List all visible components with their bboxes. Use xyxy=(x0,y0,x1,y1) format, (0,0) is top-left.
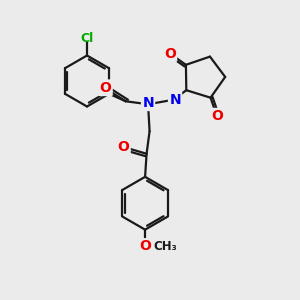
Text: O: O xyxy=(139,239,151,254)
Text: O: O xyxy=(118,140,129,154)
Text: CH₃: CH₃ xyxy=(154,240,177,253)
Text: O: O xyxy=(211,109,223,123)
Text: O: O xyxy=(100,81,111,95)
Text: Cl: Cl xyxy=(80,32,94,45)
Text: N: N xyxy=(142,96,154,110)
Text: N: N xyxy=(169,93,181,107)
Text: O: O xyxy=(164,46,176,61)
